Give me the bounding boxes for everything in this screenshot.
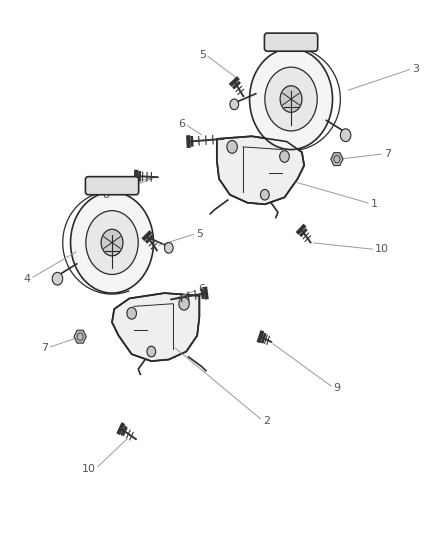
Text: 6: 6 bbox=[198, 285, 205, 294]
Text: 7: 7 bbox=[41, 343, 48, 353]
Text: 10: 10 bbox=[82, 464, 96, 473]
Circle shape bbox=[280, 151, 289, 163]
Text: 3: 3 bbox=[412, 64, 419, 74]
Text: 10: 10 bbox=[375, 245, 389, 254]
Circle shape bbox=[101, 229, 123, 256]
Circle shape bbox=[265, 67, 317, 131]
Circle shape bbox=[261, 189, 269, 200]
Text: 5: 5 bbox=[199, 50, 206, 60]
Text: 4: 4 bbox=[23, 274, 30, 284]
Circle shape bbox=[71, 192, 153, 293]
Circle shape bbox=[230, 99, 239, 110]
Text: 1: 1 bbox=[371, 199, 378, 209]
Circle shape bbox=[280, 86, 302, 112]
Circle shape bbox=[164, 243, 173, 253]
Circle shape bbox=[52, 272, 63, 285]
Text: 7: 7 bbox=[384, 149, 391, 159]
Text: 8: 8 bbox=[102, 190, 109, 200]
FancyBboxPatch shape bbox=[265, 33, 318, 51]
Circle shape bbox=[340, 129, 351, 142]
Circle shape bbox=[179, 297, 189, 310]
Text: 9: 9 bbox=[104, 181, 111, 191]
Text: 9: 9 bbox=[333, 383, 340, 393]
Polygon shape bbox=[74, 330, 86, 343]
Circle shape bbox=[250, 49, 332, 150]
FancyBboxPatch shape bbox=[85, 176, 139, 195]
Polygon shape bbox=[331, 152, 343, 166]
Circle shape bbox=[227, 141, 237, 154]
Circle shape bbox=[147, 346, 155, 357]
Text: 6: 6 bbox=[178, 119, 185, 129]
Polygon shape bbox=[112, 293, 199, 361]
Circle shape bbox=[86, 211, 138, 274]
Circle shape bbox=[127, 308, 137, 319]
Text: 5: 5 bbox=[196, 229, 203, 239]
Polygon shape bbox=[217, 136, 304, 204]
Text: 2: 2 bbox=[263, 416, 270, 426]
